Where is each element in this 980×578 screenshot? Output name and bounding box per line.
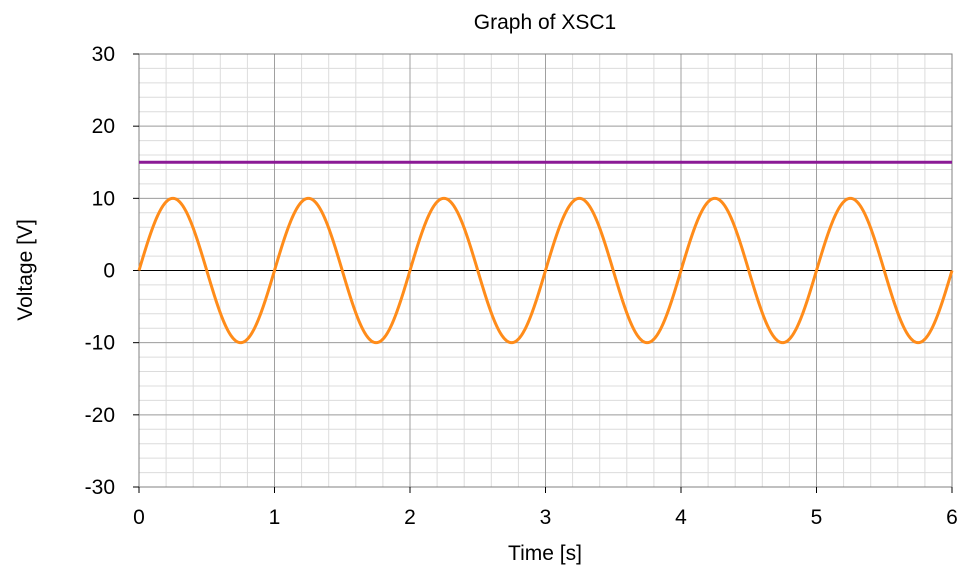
x-tick-label: 6 [946, 506, 958, 529]
x-axis: 0 1 2 3 4 5 6 [133, 487, 958, 529]
y-tick-label: 30 [92, 43, 115, 66]
x-tick-label: 0 [133, 506, 145, 529]
y-axis: -30 -20 -10 0 10 20 30 [85, 43, 139, 499]
x-tick-label: 3 [540, 506, 552, 529]
y-tick-label: 20 [92, 115, 115, 138]
x-tick-label: 1 [269, 506, 281, 529]
x-tick-label: 5 [811, 506, 823, 529]
series-line-ac-voltage [137, 196, 954, 345]
series-group [137, 160, 954, 345]
y-tick-label: -10 [85, 332, 115, 355]
chart-title: Graph of XSC1 [474, 11, 616, 34]
x-tick-label: 2 [404, 506, 416, 529]
y-tick-label: -30 [85, 476, 115, 499]
y-tick-label: 0 [103, 260, 115, 283]
y-tick-label: -20 [85, 404, 115, 427]
y-axis-label: Voltage [V] [14, 219, 37, 321]
y-tick-label: 10 [92, 187, 115, 210]
x-tick-label: 4 [675, 506, 687, 529]
x-axis-label: Time [s] [508, 542, 582, 565]
